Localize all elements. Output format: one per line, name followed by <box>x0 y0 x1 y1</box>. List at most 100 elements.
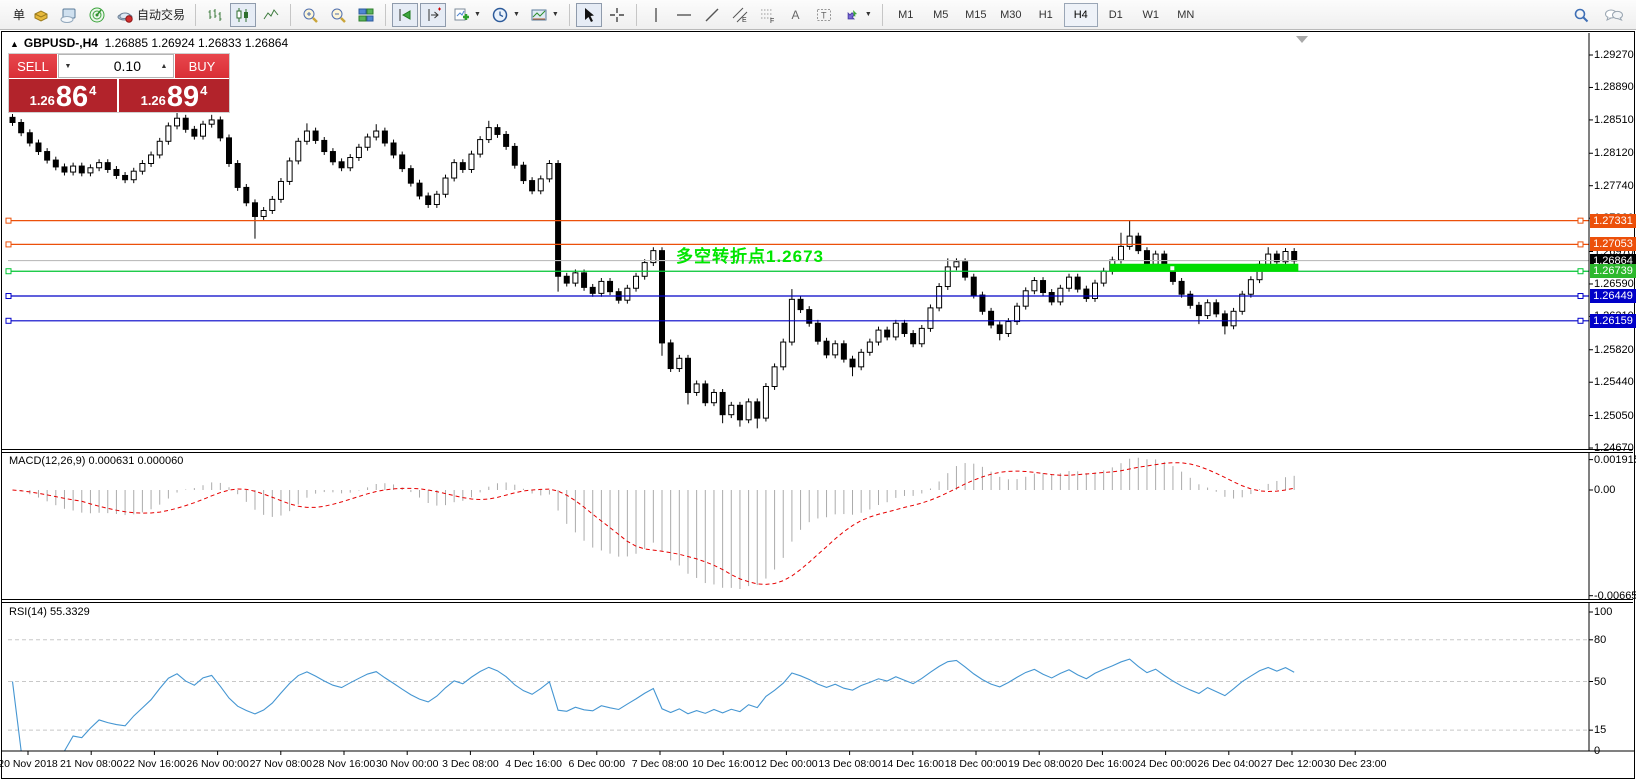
time-axis-label: 7 Dec 08:00 <box>631 758 689 770</box>
sell-button[interactable]: SELL <box>9 54 57 78</box>
zoom-out-button[interactable] <box>325 3 351 27</box>
price-line-label[interactable]: 1.26864 <box>1590 253 1636 268</box>
tab-timeframe-W1[interactable]: W1 <box>1142 8 1160 21</box>
gold-box-icon <box>34 9 48 22</box>
svg-text:E: E <box>742 17 747 24</box>
search-button[interactable] <box>1568 3 1594 27</box>
new-chart-button[interactable]: ▼ <box>448 3 485 27</box>
chart-annotation-text[interactable]: 多空转折点1.2673 <box>676 247 824 266</box>
trendline-icon <box>705 8 719 21</box>
time-axis-label: 30 Nov 00:00 <box>375 758 439 770</box>
text-button[interactable]: A <box>783 3 809 27</box>
rsi-panel-splitter[interactable] <box>2 599 1633 603</box>
fibonacci-button[interactable]: F <box>755 3 781 27</box>
time-axis-label: 24 Dec 00:00 <box>1134 758 1197 770</box>
tab-timeframe-MN[interactable]: MN <box>1177 8 1195 21</box>
line-chart-button[interactable] <box>258 3 284 27</box>
tile-windows-button[interactable] <box>353 3 379 27</box>
periods-button[interactable]: ▼ <box>487 3 524 27</box>
shapes-button[interactable]: ▼ <box>839 3 876 27</box>
tab-timeframe-H4[interactable]: H4 <box>1063 2 1098 27</box>
price-line-label[interactable]: 1.26159 <box>1590 313 1636 328</box>
buy-button[interactable]: BUY <box>175 54 229 78</box>
time-axis-label: 14 Dec 16:00 <box>881 758 945 770</box>
price-axis-tick: 1.29270 <box>1594 49 1634 61</box>
price-axis-tick: 1.28510 <box>1594 113 1634 126</box>
text-label-icon: T <box>816 8 831 21</box>
price-line-label[interactable]: 1.27053 <box>1590 237 1636 252</box>
time-axis-label: 21 Nov 08:00 <box>59 758 123 770</box>
price-axis-tick: 1.25440 <box>1594 376 1634 389</box>
buy-price[interactable]: 1.26 89 4 <box>119 79 229 112</box>
tab-timeframe-M15[interactable]: M15 <box>965 8 987 21</box>
chart-shift-marker[interactable] <box>1296 36 1308 43</box>
text-label-button[interactable]: T <box>811 3 837 27</box>
dropdown-caret: ▼ <box>474 11 481 18</box>
autotrading-label: 自动交易 <box>137 8 186 22</box>
fibonacci-icon: F <box>760 9 774 24</box>
signals-button[interactable] <box>84 3 110 27</box>
volume-spinner: ▼ 0.10 ▲ <box>58 54 174 78</box>
macd-indicator-label: MACD(12,26,9) 0.000631 0.000060 <box>9 455 184 467</box>
terminal-button[interactable] <box>56 3 82 27</box>
collapse-triangle-icon[interactable]: ▲ <box>10 39 19 49</box>
new-order-button[interactable]: 单 <box>2 3 26 27</box>
cursor-button[interactable] <box>575 2 602 27</box>
autotrading-button[interactable]: 自动交易 <box>112 3 189 27</box>
price-axis-tick: 1.28890 <box>1594 81 1634 94</box>
chat-bubbles-icon <box>1605 9 1623 21</box>
horizontal-line-icon <box>676 13 691 16</box>
symbol-period: GBPUSD-,H4 <box>23 36 98 50</box>
dropdown-caret: ▼ <box>864 11 872 18</box>
price-line-label[interactable]: 1.26449 <box>1590 289 1636 303</box>
macd-panel-splitter[interactable] <box>2 449 1633 453</box>
rsi-axis-tick: 100 <box>1594 606 1613 618</box>
rsi-axis-tick: 0 <box>1594 745 1601 757</box>
channel-button[interactable]: E <box>727 3 753 27</box>
templates-button[interactable]: ▼ <box>526 3 563 27</box>
time-axis-label: 18 Dec 00:00 <box>944 758 1008 770</box>
chart-shift-button[interactable] <box>420 2 447 27</box>
price-axis-tick: 1.25820 <box>1594 343 1634 356</box>
sell-price-base: 1.26 <box>29 93 55 108</box>
candlestick-chart-button[interactable] <box>230 2 257 27</box>
time-axis-label: 6 Dec 00:00 <box>568 758 626 770</box>
volume-value[interactable]: 0.10 <box>113 58 141 74</box>
time-axis-label: 13 Dec 08:00 <box>818 758 881 770</box>
time-axis-label: 20 Nov 2018 <box>0 758 58 770</box>
signal-radar-icon <box>89 7 105 22</box>
price-line-label[interactable]: 1.26739 <box>1590 264 1636 279</box>
buy-price-base: 1.26 <box>140 93 166 108</box>
price-axis-tick: 1.28120 <box>1594 147 1634 160</box>
bar-chart-button[interactable] <box>202 3 228 27</box>
auto-scroll-button[interactable] <box>392 2 419 27</box>
tab-timeframe-H1[interactable]: H1 <box>1038 8 1053 21</box>
rsi-axis-tick: 80 <box>1594 633 1607 646</box>
tab-timeframe-M1[interactable]: M1 <box>898 8 914 21</box>
market-watch-button[interactable] <box>28 3 54 27</box>
volume-decrease-button[interactable]: ▼ <box>64 62 72 70</box>
volume-increase-button[interactable]: ▲ <box>160 62 168 70</box>
chat-button[interactable] <box>1600 3 1628 27</box>
svg-text:T: T <box>821 10 827 20</box>
price-line-label[interactable]: 1.27331 <box>1590 213 1636 228</box>
buy-price-big: 89 <box>166 81 200 113</box>
chart-window <box>1 31 1635 779</box>
macd-axis-tick: -0.006659 <box>1594 589 1636 602</box>
zoom-out-icon <box>331 8 346 23</box>
time-axis-label: 28 Nov 16:00 <box>312 758 376 770</box>
trendline-button[interactable] <box>699 3 725 27</box>
price-axis-tick: 1.25050 <box>1594 409 1634 422</box>
tab-timeframe-M5[interactable]: M5 <box>933 8 949 21</box>
sell-price-big: 86 <box>55 81 89 113</box>
tab-timeframe-D1[interactable]: D1 <box>1108 8 1123 21</box>
tab-timeframe-M30[interactable]: M30 <box>1000 8 1022 21</box>
monitor-cloud-icon <box>60 8 76 23</box>
sell-price[interactable]: 1.26 86 4 <box>9 79 117 112</box>
time-axis-label: 12 Dec 00:00 <box>755 758 818 770</box>
horizontal-line-button[interactable] <box>671 3 697 27</box>
zoom-in-button[interactable] <box>297 3 323 27</box>
vertical-line-button[interactable] <box>643 3 669 27</box>
crosshair-button[interactable] <box>604 3 630 27</box>
